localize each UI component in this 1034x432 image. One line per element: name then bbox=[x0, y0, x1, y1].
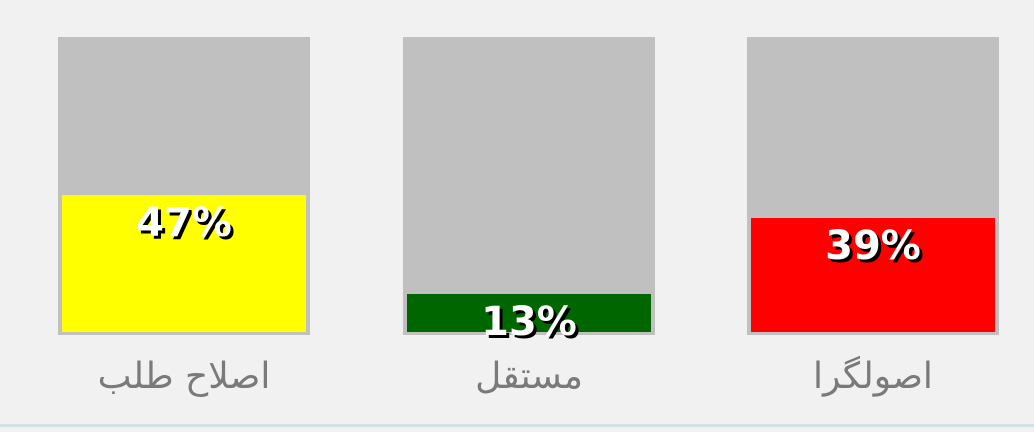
poll-percent-0: 47% bbox=[136, 200, 232, 246]
poll-label-0: اصلاح طلب bbox=[97, 356, 271, 397]
poll-fill-2 bbox=[751, 218, 995, 332]
poll-bar-0: 47% bbox=[58, 37, 310, 335]
poll-label-1: مستقل bbox=[475, 356, 583, 397]
poll-fill-1 bbox=[407, 294, 651, 332]
poll-fill-0 bbox=[62, 195, 306, 332]
poll-bar-1: 13% bbox=[403, 37, 655, 344]
poll-percent-1: 13% bbox=[481, 299, 577, 345]
poll-percent-2: 39% bbox=[825, 223, 921, 269]
poll-bar-2: 39% bbox=[747, 37, 999, 335]
divider bbox=[0, 424, 1034, 427]
poll-label-2: اصولگرا bbox=[813, 356, 933, 397]
